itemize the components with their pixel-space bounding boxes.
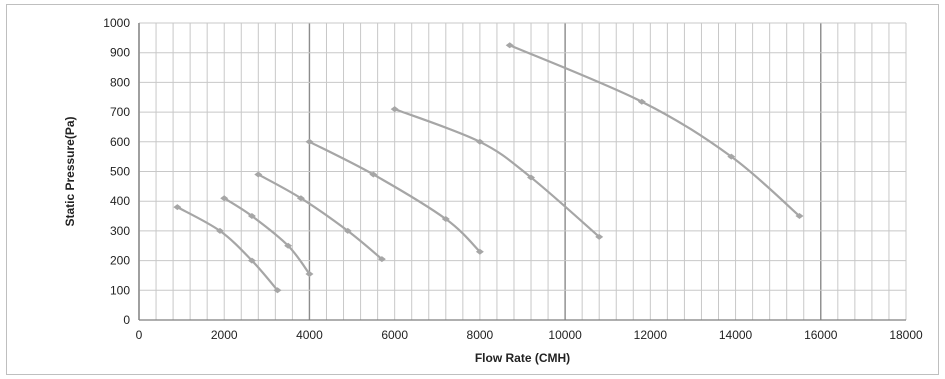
x-tick-label: 12000: [634, 328, 668, 342]
x-tick-label: 6000: [381, 328, 408, 342]
data-point-marker: [795, 213, 804, 220]
y-tick-label: 800: [110, 75, 130, 89]
series-group: [173, 42, 804, 294]
y-tick-label: 700: [110, 105, 130, 119]
data-point-marker: [220, 195, 229, 202]
chart: 0 2000 4000 6000 8000 10000 12000 14000 16000 180…: [63, 16, 923, 365]
data-point-marker: [637, 98, 646, 105]
series-line: [223, 197, 311, 275]
chart-frame: 0 2000 4000 6000 8000 10000 12000 14000 16000 180…: [6, 4, 939, 375]
y-tick-label: 1000: [103, 16, 130, 30]
data-point-marker: [475, 138, 484, 145]
x-tick-label: 4000: [296, 328, 323, 342]
series-line: [509, 44, 801, 217]
data-point-marker: [441, 216, 450, 223]
series-line: [308, 140, 481, 253]
data-point-marker: [377, 256, 386, 263]
data-point-marker: [505, 42, 514, 49]
y-tick-label: 100: [110, 283, 130, 297]
data-point-marker: [215, 227, 224, 234]
y-tick-label: 0: [123, 313, 130, 327]
axes: [138, 23, 906, 321]
data-point-marker: [727, 153, 736, 160]
data-point-marker: [390, 106, 399, 113]
data-point-marker: [173, 204, 182, 211]
series-line: [176, 206, 279, 292]
x-tick-label: 10000: [548, 328, 582, 342]
data-point-marker: [305, 270, 314, 277]
y-tick-label: 400: [110, 194, 130, 208]
x-tick-label: 18000: [889, 328, 923, 342]
tick-labels: 0 2000 4000 6000 8000 10000 12000 14000 16000 180…: [103, 16, 923, 342]
x-tick-label: 16000: [804, 328, 838, 342]
x-tick-label: 2000: [211, 328, 238, 342]
data-point-marker: [343, 227, 352, 234]
series-line: [257, 173, 383, 260]
data-point-marker: [369, 171, 378, 178]
y-tick-label: 600: [110, 135, 130, 149]
x-tick-label: 8000: [467, 328, 494, 342]
data-point-marker: [475, 248, 484, 255]
y-axis-title: Static Pressure(Pa): [63, 116, 77, 226]
y-tick-label: 500: [110, 165, 130, 179]
data-point-marker: [247, 257, 256, 264]
data-point-marker: [595, 233, 604, 240]
x-tick-label: 0: [136, 328, 143, 342]
data-point-marker: [296, 195, 305, 202]
x-axis-title: Flow Rate (CMH): [475, 351, 570, 365]
y-tick-label: 900: [110, 46, 130, 60]
data-point-marker: [527, 174, 536, 181]
data-point-marker: [305, 138, 314, 145]
y-tick-label: 200: [110, 254, 130, 268]
y-tick-label: 300: [110, 224, 130, 238]
series-line: [394, 108, 600, 238]
x-tick-label: 14000: [719, 328, 753, 342]
data-point-marker: [284, 242, 293, 249]
data-point-marker: [247, 213, 256, 220]
data-point-marker: [273, 287, 282, 294]
